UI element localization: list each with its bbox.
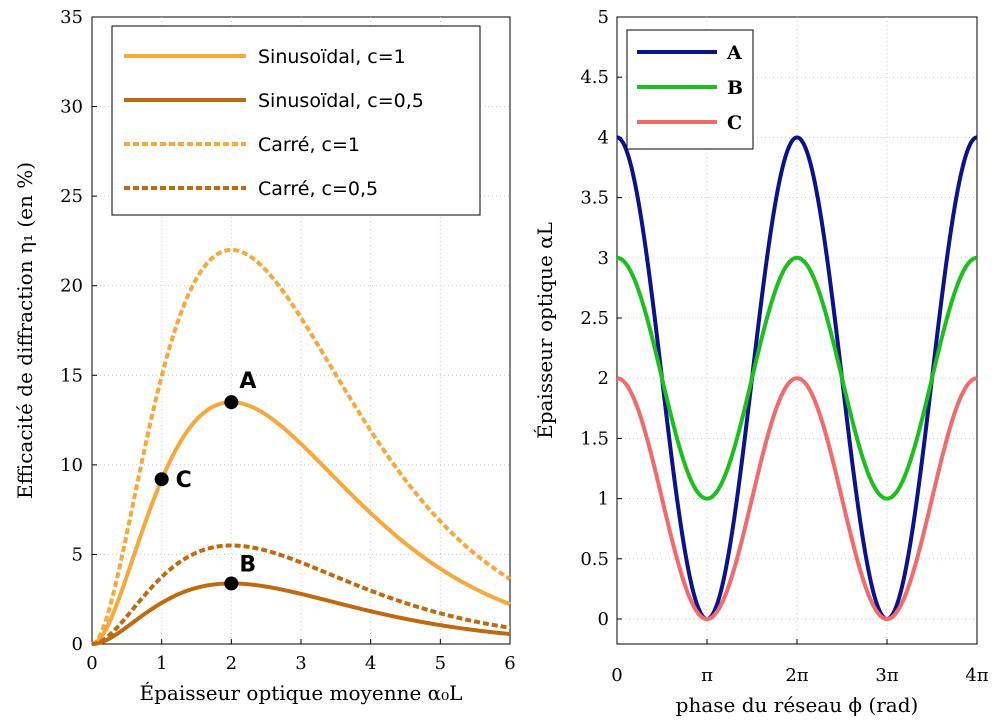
y-tick-label: 10 — [60, 455, 83, 476]
y-tick-label: 3 — [598, 248, 609, 269]
left-x-ticks: 0 1 2 3 4 5 6 — [86, 639, 516, 674]
x-tick-label: 2π — [785, 665, 808, 686]
point-marker-a — [224, 395, 239, 410]
right-x-ticks: 0 π 2π 3π 4π — [611, 639, 989, 686]
x-tick-label: 4π — [965, 665, 988, 686]
point-label-c: C — [176, 468, 192, 493]
series-line-sinuso-dal-c-0-5 — [91, 581, 511, 646]
series-line-a — [616, 135, 978, 622]
y-tick-label: 1.5 — [580, 428, 609, 449]
legend-label-a: A — [726, 42, 742, 64]
x-tick-label: 0 — [86, 653, 97, 674]
legend-box — [626, 29, 754, 150]
right-y-axis-label: Épaisseur optique αL — [533, 222, 557, 439]
point-label-a: A — [239, 369, 256, 394]
left-y-ticks: 0 5 10 15 20 25 30 35 — [60, 7, 97, 655]
y-tick-label: 0 — [598, 609, 609, 630]
legend-label-c: C — [727, 112, 742, 134]
y-tick-label: 20 — [60, 276, 83, 297]
x-tick-label: 4 — [365, 653, 376, 674]
y-tick-label: 15 — [60, 365, 83, 386]
y-tick-label: 1 — [598, 489, 609, 510]
series-line-carr-c-0-5 — [91, 543, 511, 646]
point-marker-c — [154, 472, 169, 487]
y-tick-label: 5 — [72, 544, 83, 565]
y-tick-label: 3.5 — [580, 188, 609, 209]
point-marker-b — [224, 576, 239, 591]
right-series — [616, 135, 978, 622]
series-line-b — [616, 255, 978, 501]
x-tick-label: 5 — [435, 653, 446, 674]
x-tick-label: 0 — [611, 665, 622, 686]
y-tick-label: 30 — [60, 97, 83, 118]
x-tick-label: 6 — [504, 653, 515, 674]
left-y-axis-label: Efficacité de diffraction η₁ (en %) — [13, 162, 37, 499]
legend-label-sinuso-dal-c-0-5: Sinusoïdal, c=0,5 — [258, 90, 424, 112]
series-line-carr-c-1 — [91, 247, 512, 646]
y-tick-label: 4.5 — [580, 67, 609, 88]
x-tick-label: 3 — [295, 653, 306, 674]
y-tick-label: 5 — [598, 7, 609, 28]
x-tick-label: 1 — [156, 653, 167, 674]
right-y-ticks: 0 0.5 1 1.5 2 2.5 3 3.5 4 4.5 5 — [580, 7, 622, 630]
left-legend: Sinusoïdal, c=1 Sinusoïdal, c=0,5 Carré, c… — [111, 25, 481, 216]
right-x-axis-label: phase du réseau ϕ (rad) — [676, 693, 919, 717]
legend-label-carr-c-0-5: Carré, c=0,5 — [258, 178, 378, 200]
y-tick-label: 2.5 — [580, 308, 609, 329]
left-points: A B C — [154, 369, 256, 591]
y-tick-label: 4 — [598, 127, 609, 148]
y-tick-label: 35 — [60, 7, 83, 28]
legend-label-sinuso-dal-c-1: Sinusoïdal, c=1 — [258, 46, 406, 68]
y-tick-label: 0 — [72, 634, 83, 655]
y-tick-label: 2 — [598, 368, 609, 389]
x-tick-label: 2 — [226, 653, 237, 674]
point-label-b: B — [239, 552, 256, 577]
left-plot: 0 1 2 3 4 5 6 0 5 10 15 20 25 30 35 A B C Épaisseur opt… — [13, 7, 516, 705]
y-tick-label: 0.5 — [580, 549, 609, 570]
series-line-c — [616, 376, 978, 622]
x-tick-label: 3π — [875, 665, 898, 686]
right-plot: 0 π 2π 3π 4π 0 0.5 1 1.5 2 2.5 3 3.5 4 4.5 5 phase du … — [533, 7, 989, 717]
y-tick-label: 25 — [60, 186, 83, 207]
x-tick-label: π — [701, 665, 713, 686]
right-legend: ABC — [626, 29, 754, 150]
legend-label-carr-c-1: Carré, c=1 — [258, 134, 360, 156]
legend-label-b: B — [727, 77, 743, 99]
left-x-axis-label: Épaisseur optique moyenne α₀L — [140, 681, 463, 705]
